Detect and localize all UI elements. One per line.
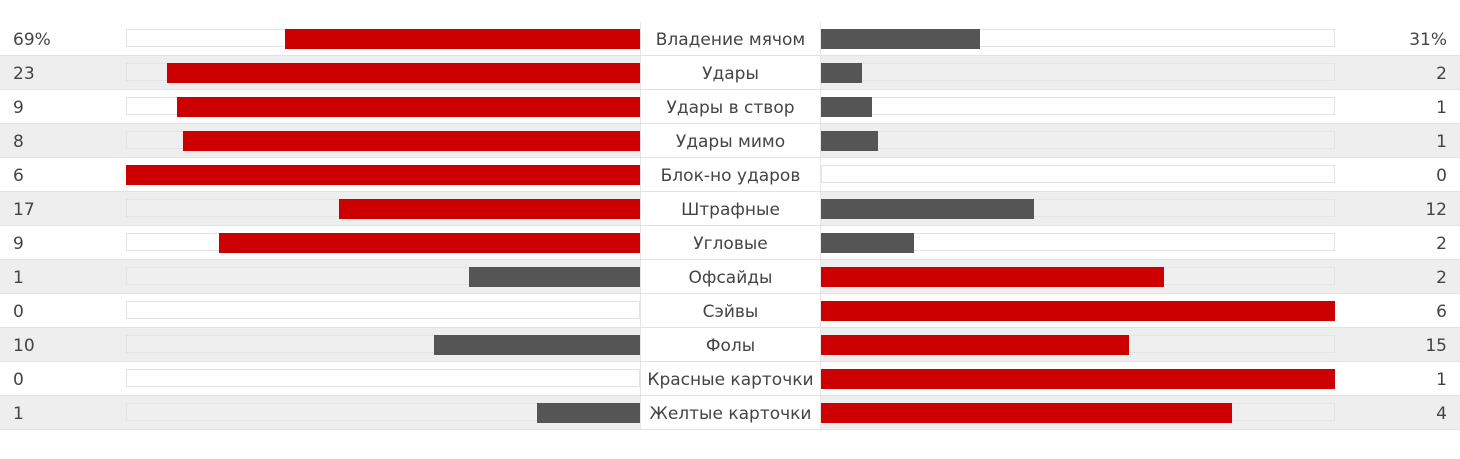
home-bar: [167, 63, 640, 83]
home-bar-track: [126, 199, 640, 219]
home-bar-track: [126, 233, 640, 253]
away-bar: [821, 335, 1129, 355]
home-bar-track: [126, 165, 640, 185]
stat-row: 0 Сэйвы 6: [0, 294, 1460, 328]
home-bar: [469, 267, 640, 287]
away-bar: [821, 199, 1034, 219]
home-value: 17: [13, 200, 35, 220]
home-bar: [339, 199, 640, 219]
stat-label: Сэйвы: [640, 294, 821, 327]
away-value: 2: [1436, 64, 1447, 84]
stat-label: Удары в створ: [640, 90, 821, 123]
away-bar-track: [821, 165, 1335, 183]
stat-row: 6 Блок-но ударов 0: [0, 158, 1460, 192]
away-bar: [821, 403, 1232, 423]
away-bar-track: [821, 403, 1335, 423]
stat-row: 17 Штрафные 12: [0, 192, 1460, 226]
away-bar-track: [821, 97, 1335, 117]
away-bar: [821, 301, 1335, 321]
home-bar-track: [126, 335, 640, 355]
away-value: 1: [1436, 98, 1447, 118]
stat-label: Фолы: [640, 328, 821, 361]
home-bar-track: [126, 29, 640, 49]
away-value: 12: [1425, 200, 1447, 220]
stat-row: 0 Красные карточки 1: [0, 362, 1460, 396]
away-bar-track: [821, 63, 1335, 83]
home-bar-track: [126, 267, 640, 287]
stat-row: 1 Офсайды 2: [0, 260, 1460, 294]
stat-label: Удары мимо: [640, 124, 821, 157]
home-bar-track: [126, 301, 640, 319]
away-bar: [821, 29, 980, 49]
home-value: 1: [13, 268, 24, 288]
away-bar: [821, 267, 1164, 287]
home-value: 0: [13, 370, 24, 390]
away-value: 15: [1425, 336, 1447, 356]
away-bar-track: [821, 369, 1335, 389]
away-value: 1: [1436, 370, 1447, 390]
home-bar-track: [126, 369, 640, 387]
home-bar-track: [126, 97, 640, 117]
home-value: 10: [13, 336, 35, 356]
away-value: 2: [1436, 268, 1447, 288]
home-bar: [183, 131, 640, 151]
away-bar-track: [821, 29, 1335, 49]
away-bar: [821, 369, 1335, 389]
stat-row: 9 Угловые 2: [0, 226, 1460, 260]
home-bar: [285, 29, 640, 49]
away-value: 0: [1436, 166, 1447, 186]
stat-row: 9 Удары в створ 1: [0, 90, 1460, 124]
away-bar: [821, 131, 878, 151]
home-value: 9: [13, 98, 24, 118]
home-value: 0: [13, 302, 24, 322]
home-bar: [177, 97, 640, 117]
stat-label: Желтые карточки: [640, 396, 821, 429]
away-bar: [821, 233, 914, 253]
away-bar-track: [821, 199, 1335, 219]
home-value: 69%: [13, 30, 51, 50]
match-stats-table: 69% Владение мячом 31% 23 Удары 2 9 Удары в ств…: [0, 22, 1460, 430]
away-value: 4: [1436, 404, 1447, 424]
away-bar-track: [821, 233, 1335, 253]
home-bar: [126, 165, 640, 185]
home-bar-track: [126, 131, 640, 151]
away-bar-track: [821, 267, 1335, 287]
home-bar: [537, 403, 640, 423]
stat-label: Угловые: [640, 226, 821, 259]
home-bar: [434, 335, 640, 355]
stat-label: Офсайды: [640, 260, 821, 293]
stat-label: Владение мячом: [640, 22, 821, 55]
away-bar: [821, 63, 862, 83]
stat-label: Штрафные: [640, 192, 821, 225]
away-value: 31%: [1409, 30, 1447, 50]
away-value: 6: [1436, 302, 1447, 322]
home-bar-track: [126, 63, 640, 83]
stat-label: Удары: [640, 56, 821, 89]
stat-row: 23 Удары 2: [0, 56, 1460, 90]
stat-row: 8 Удары мимо 1: [0, 124, 1460, 158]
away-bar-track: [821, 131, 1335, 151]
away-value: 2: [1436, 234, 1447, 254]
away-value: 1: [1436, 132, 1447, 152]
home-value: 6: [13, 166, 24, 186]
stat-row: 1 Желтые карточки 4: [0, 396, 1460, 430]
home-value: 1: [13, 404, 24, 424]
home-value: 23: [13, 64, 35, 84]
stat-row: 10 Фолы 15: [0, 328, 1460, 362]
stat-row: 69% Владение мячом 31%: [0, 22, 1460, 56]
home-bar: [219, 233, 640, 253]
away-bar-track: [821, 301, 1335, 321]
home-bar-track: [126, 403, 640, 423]
home-value: 8: [13, 132, 24, 152]
away-bar-track: [821, 335, 1335, 355]
stat-label: Красные карточки: [640, 362, 821, 395]
home-value: 9: [13, 234, 24, 254]
stat-label: Блок-но ударов: [640, 158, 821, 191]
away-bar: [821, 97, 872, 117]
